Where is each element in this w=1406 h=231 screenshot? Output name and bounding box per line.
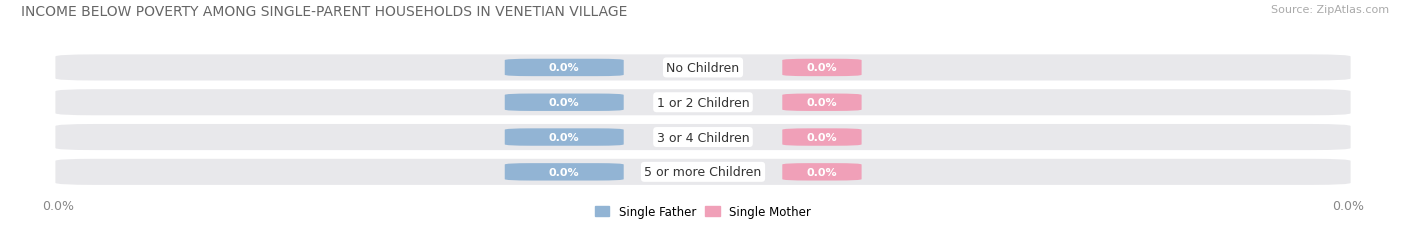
FancyBboxPatch shape	[55, 55, 1351, 81]
Text: 0.0%: 0.0%	[807, 132, 837, 143]
Text: 0.0%: 0.0%	[42, 199, 75, 212]
Text: 0.0%: 0.0%	[548, 167, 579, 177]
FancyBboxPatch shape	[55, 125, 1351, 150]
Text: 3 or 4 Children: 3 or 4 Children	[657, 131, 749, 144]
FancyBboxPatch shape	[505, 94, 624, 112]
Text: INCOME BELOW POVERTY AMONG SINGLE-PARENT HOUSEHOLDS IN VENETIAN VILLAGE: INCOME BELOW POVERTY AMONG SINGLE-PARENT…	[21, 5, 627, 18]
Text: 5 or more Children: 5 or more Children	[644, 166, 762, 179]
Text: 0.0%: 0.0%	[807, 98, 837, 108]
Text: 0.0%: 0.0%	[807, 63, 837, 73]
Text: 0.0%: 0.0%	[548, 132, 579, 143]
Text: 0.0%: 0.0%	[548, 63, 579, 73]
Text: 0.0%: 0.0%	[548, 98, 579, 108]
Legend: Single Father, Single Mother: Single Father, Single Mother	[591, 201, 815, 223]
FancyBboxPatch shape	[55, 159, 1351, 185]
FancyBboxPatch shape	[505, 60, 624, 77]
Text: Source: ZipAtlas.com: Source: ZipAtlas.com	[1271, 5, 1389, 15]
Text: 0.0%: 0.0%	[807, 167, 837, 177]
FancyBboxPatch shape	[505, 164, 624, 181]
FancyBboxPatch shape	[505, 129, 624, 146]
FancyBboxPatch shape	[55, 90, 1351, 116]
Text: 0.0%: 0.0%	[1331, 199, 1364, 212]
FancyBboxPatch shape	[782, 94, 862, 112]
FancyBboxPatch shape	[782, 129, 862, 146]
FancyBboxPatch shape	[782, 60, 862, 77]
FancyBboxPatch shape	[782, 164, 862, 181]
Text: 1 or 2 Children: 1 or 2 Children	[657, 96, 749, 109]
Text: No Children: No Children	[666, 62, 740, 75]
